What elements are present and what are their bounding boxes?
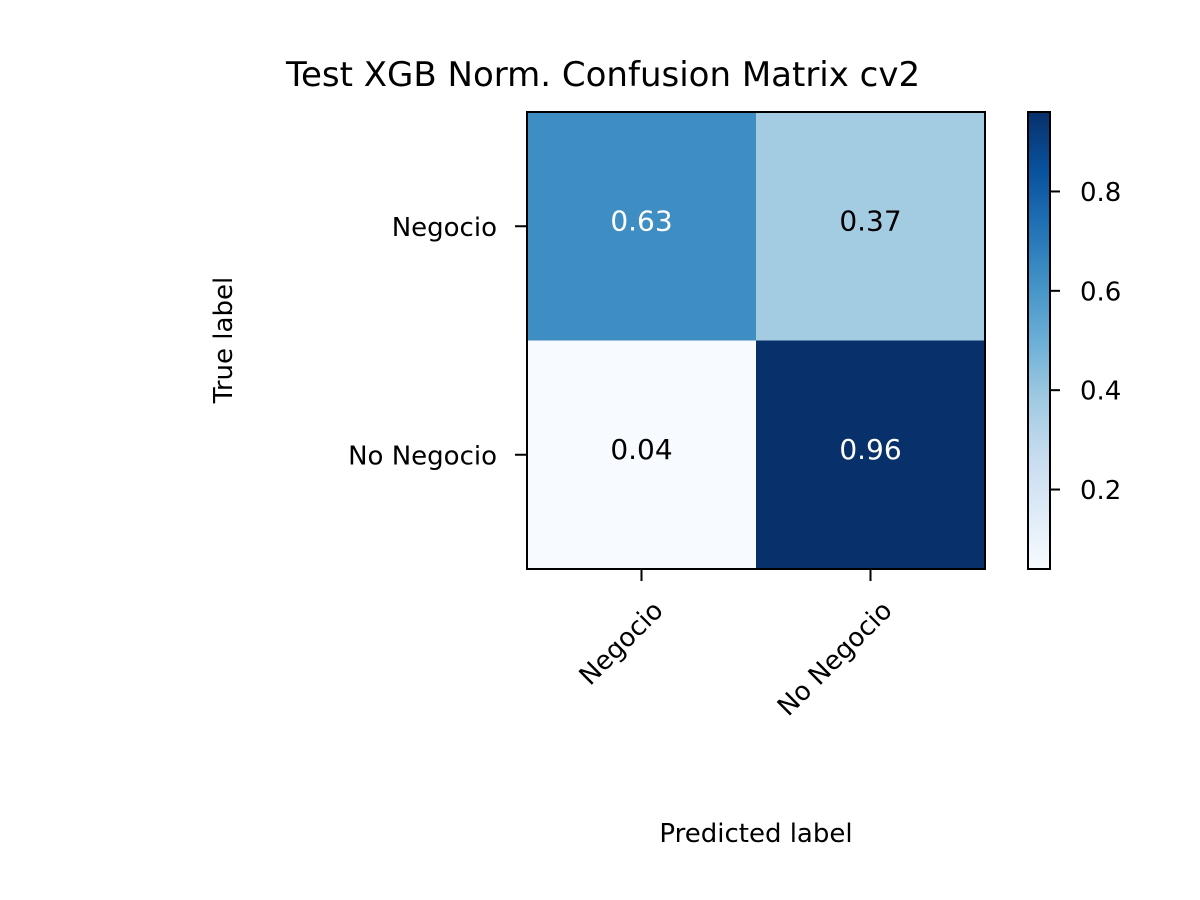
cell-value-label: 0.37 <box>839 204 901 237</box>
y-tick-label: Negocio <box>392 213 497 243</box>
x-axis-ticks: Negocio No Negocio <box>574 569 899 723</box>
colorbar-tick-label: 0.6 <box>1080 277 1121 307</box>
colorbar-tick-label: 0.4 <box>1080 377 1121 407</box>
colorbar-tick-label: 0.2 <box>1080 476 1121 506</box>
plot-frame <box>526 111 986 570</box>
y-tick-label: No Negocio <box>348 441 497 471</box>
x-axis-label: Predicted label <box>659 819 852 849</box>
chart-title: Test XGB Norm. Confusion Matrix cv2 <box>285 55 920 95</box>
colorbar <box>1027 111 1051 570</box>
cell-value-label: 0.04 <box>610 433 672 466</box>
x-tick-label: Negocio <box>574 596 670 692</box>
heatmap-cell <box>527 112 757 341</box>
y-axis-ticks: Negocio No Negocio <box>348 213 527 471</box>
colorbar-tick-label: 0.8 <box>1080 178 1121 208</box>
heatmap-cell <box>756 112 986 341</box>
heatmap-cells <box>527 112 986 570</box>
heatmap-cell <box>756 340 986 570</box>
cell-value-label: 0.63 <box>610 204 672 237</box>
colorbar-ticks: 0.2 0.4 0.6 0.8 <box>1050 178 1121 506</box>
cell-value-label: 0.96 <box>839 433 901 466</box>
cell-value-labels: 0.63 0.37 0.04 0.96 <box>610 204 901 466</box>
y-axis-label: True label <box>209 277 239 404</box>
x-tick-label: No Negocio <box>772 596 899 723</box>
heatmap-cell <box>527 340 757 570</box>
